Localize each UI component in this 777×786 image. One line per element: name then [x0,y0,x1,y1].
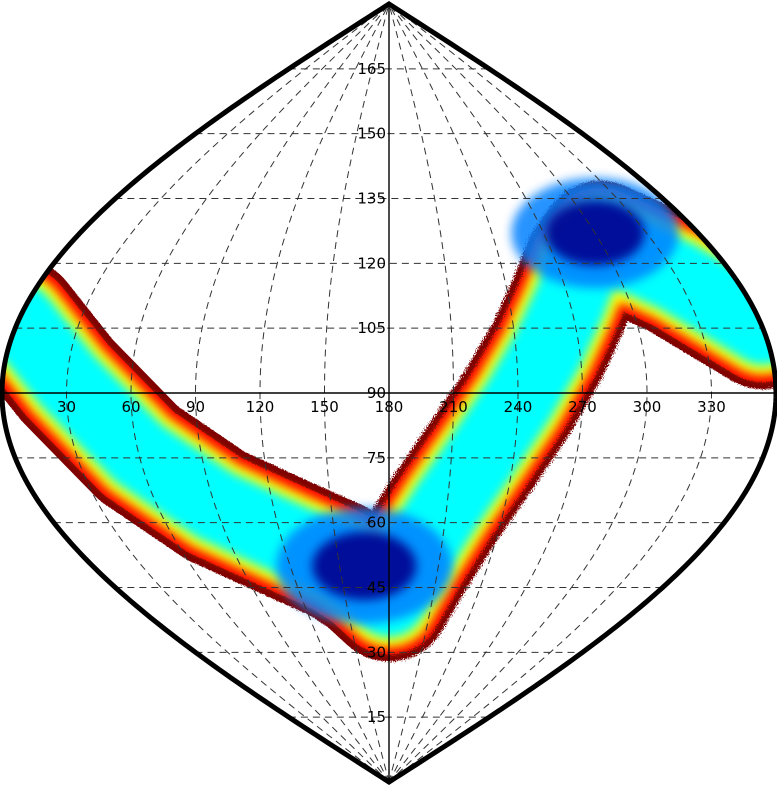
grid-meridian-90 [194,4,390,782]
y-tick-label: 75 [367,449,386,467]
grid-meridian-150 [323,4,390,782]
density-peak-core-0 [312,531,417,600]
x-tick-label: 60 [121,398,140,416]
y-tick-label: 165 [357,60,386,78]
y-tick-label: 105 [357,319,386,337]
grid-meridian-210 [388,4,455,782]
axis-lines [2,4,776,782]
y-tick-labels: 15 30 45 60 75 90 105 120 135 150 165 [357,60,386,726]
x-tick-label: 330 [697,398,726,416]
x-tick-label: 270 [568,398,597,416]
x-tick-label: 210 [439,398,468,416]
x-tick-label: 300 [633,398,662,416]
y-tick-label: 90 [367,384,386,402]
grid-meridian-300 [388,4,648,782]
y-tick-label: 150 [357,125,386,143]
y-tick-label: 120 [357,254,386,272]
y-tick-label: 15 [367,708,386,726]
y-tick-label: 135 [357,190,386,208]
x-tick-label: 30 [57,398,76,416]
x-tick-label: 240 [504,398,533,416]
y-tick-label: 60 [367,514,386,532]
grid-meridian-270 [388,4,584,782]
x-tick-label: 180 [375,398,404,416]
grid-meridian-60 [130,4,390,782]
density-band [2,177,776,662]
x-tick-labels: 30 60 90 120 150 180 210 240 270 300 330 [57,398,726,416]
x-tick-label: 120 [246,398,275,416]
y-tick-label: 30 [367,643,386,661]
x-tick-label: 150 [310,398,339,416]
y-tick-label: 45 [367,579,386,597]
x-tick-label: 90 [186,398,205,416]
